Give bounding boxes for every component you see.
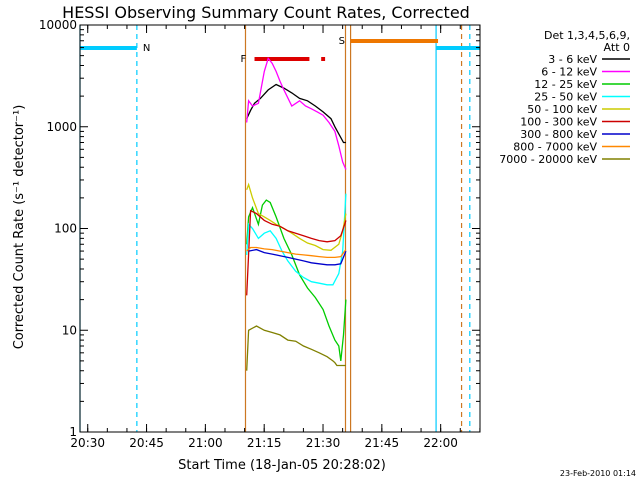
series-line-7 (246, 246, 347, 259)
series-line-0 (246, 83, 346, 144)
legend-label-8: 7000 - 20000 keV (499, 153, 597, 166)
legend-label-5: 100 - 300 keV (520, 116, 597, 129)
legend-header-line2: Att 0 (604, 41, 630, 54)
x-tick-label-4: 21:30 (306, 436, 341, 450)
legend-header-line1: Det 1,3,4,5,6,9, (544, 29, 630, 42)
series-line-8 (246, 325, 346, 371)
legend-label-7: 800 - 7000 keV (513, 141, 597, 154)
y-tick-label-2: 100 (54, 222, 77, 236)
series-line-1 (246, 57, 347, 170)
x-tick-label-5: 21:45 (365, 436, 400, 450)
legend-label-6: 300 - 800 keV (520, 128, 597, 141)
y-axis-label: Corrected Count Rate (s⁻¹ detector⁻¹) (12, 105, 27, 350)
flare-label: F (241, 54, 247, 65)
series-line-3 (246, 193, 347, 286)
series-line-4 (246, 182, 347, 251)
chart-title: HESSI Observing Summary Count Rates, Cor… (62, 3, 470, 22)
series-line-2 (246, 199, 347, 361)
x-tick-label-1: 20:45 (129, 436, 164, 450)
series-line-5 (246, 209, 347, 296)
legend-label-1: 6 - 12 keV (541, 66, 597, 79)
y-tick-label-4: 10000 (39, 18, 77, 32)
y-tick-label-1: 10 (62, 323, 77, 337)
y-tick-label-0: 1 (69, 425, 77, 439)
footer-date: 23-Feb-2010 01:14 (560, 469, 636, 478)
legend-label-0: 3 - 6 keV (548, 53, 597, 66)
legend-label-4: 50 - 100 keV (527, 103, 597, 116)
series-line-6 (248, 248, 347, 266)
x-tick-label-0: 20:30 (70, 436, 105, 450)
night-label: N (143, 43, 150, 54)
x-tick-label-3: 21:15 (247, 436, 282, 450)
legend-label-3: 25 - 50 keV (534, 91, 597, 104)
x-axis-label: Start Time (18-Jan-05 20:28:02) (178, 458, 386, 473)
y-tick-label-3: 1000 (46, 120, 77, 134)
saa-label: S (339, 36, 345, 47)
x-tick-label-6: 22:00 (423, 436, 458, 450)
legend-label-2: 12 - 25 keV (534, 78, 597, 91)
x-tick-label-2: 21:00 (188, 436, 223, 450)
